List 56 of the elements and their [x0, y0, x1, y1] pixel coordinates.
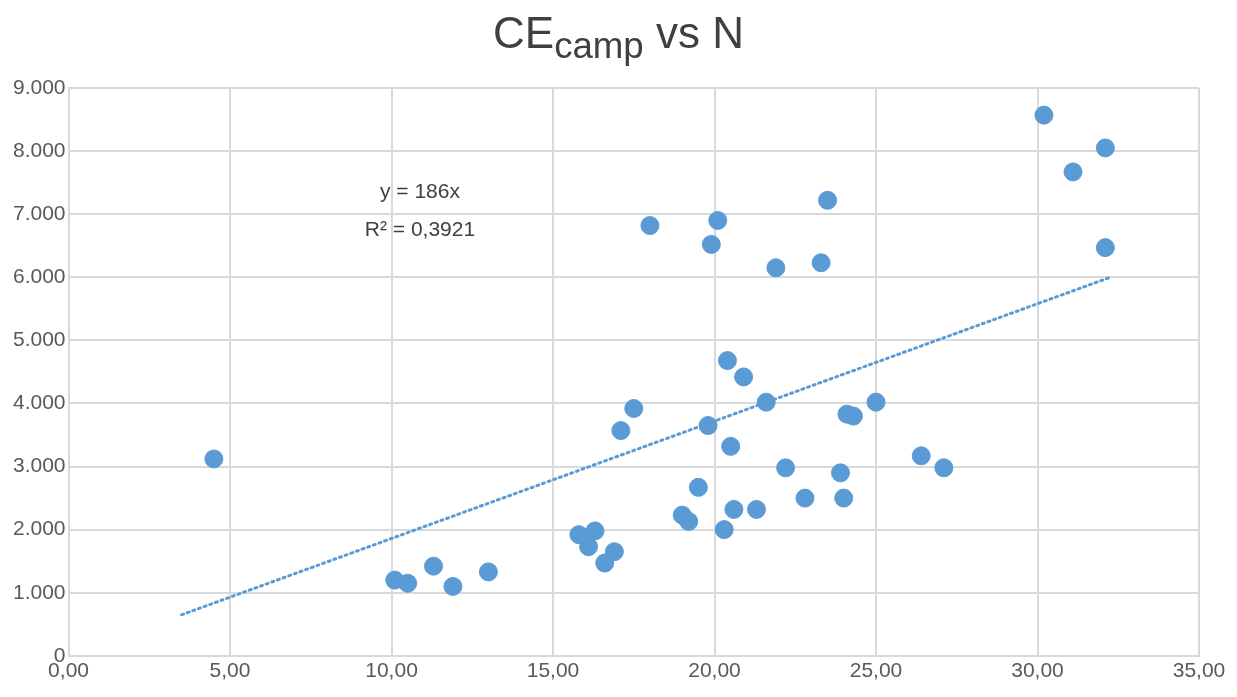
y-tick-label: 6.000 — [12, 264, 66, 288]
point — [717, 351, 737, 371]
x-tick-label: 35,00 — [1172, 658, 1226, 682]
y-tick-label: 1.000 — [12, 579, 66, 603]
x-tick-label: 10,00 — [365, 658, 418, 682]
point — [585, 521, 605, 541]
point — [398, 573, 418, 593]
x-tick-label: 15,00 — [526, 658, 580, 682]
point — [679, 511, 699, 531]
point — [708, 210, 728, 230]
point — [776, 458, 796, 478]
point — [811, 253, 831, 273]
point — [795, 488, 815, 508]
point — [724, 499, 744, 519]
point — [640, 216, 660, 236]
point — [1063, 162, 1083, 182]
point — [1034, 105, 1054, 125]
x-tick-label: 25,00 — [849, 658, 903, 682]
x-tick-label: 5,00 — [209, 658, 251, 682]
point — [579, 537, 599, 557]
point — [611, 421, 631, 441]
point — [204, 449, 224, 469]
point — [701, 234, 721, 254]
point — [756, 392, 776, 412]
point — [734, 367, 754, 387]
point — [721, 436, 741, 456]
point — [624, 398, 644, 418]
point — [834, 488, 854, 508]
y-tick-label: 3.000 — [12, 453, 66, 477]
y-tick-label: 4.000 — [12, 390, 66, 414]
point — [1095, 238, 1115, 258]
x-tick-label: 30,00 — [1011, 658, 1064, 682]
point — [698, 416, 718, 436]
point — [424, 556, 444, 576]
point — [443, 576, 463, 596]
annotation: R² = 0,3921 — [363, 216, 477, 242]
y-tick-label: 9.000 — [12, 74, 66, 98]
point — [866, 392, 886, 412]
point — [1095, 138, 1115, 158]
annotation: y = 186x — [379, 178, 461, 204]
x-tick-label: 20,00 — [688, 658, 741, 682]
y-tick-label: 7.000 — [12, 200, 66, 224]
point — [934, 458, 954, 478]
y-tick-label: 2.000 — [12, 516, 66, 540]
point — [604, 542, 624, 562]
point — [478, 562, 498, 582]
point — [818, 190, 838, 210]
point — [747, 499, 767, 519]
point — [766, 258, 786, 278]
y-tick-label: 8.000 — [12, 137, 66, 161]
point — [714, 520, 734, 540]
point — [830, 463, 850, 483]
chart-title: CE$_{camp}$ vs N — [492, 8, 745, 67]
point — [688, 477, 708, 497]
y-tick-label: 5.000 — [12, 327, 66, 351]
point — [911, 446, 931, 466]
